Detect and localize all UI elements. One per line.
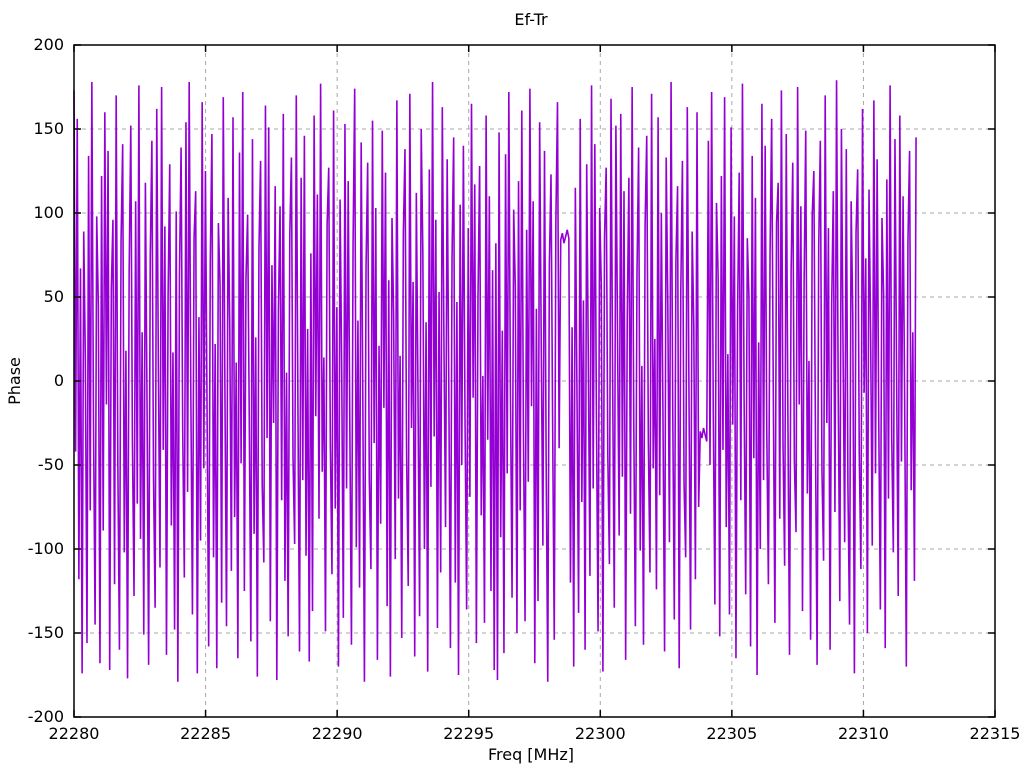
y-tick-label: 50 bbox=[44, 287, 64, 306]
tick-label-layer: 22280 22285 22290 22295 22300 22305 22310 22315… bbox=[28, 35, 1021, 743]
x-tick-label: 22290 bbox=[312, 724, 363, 743]
y-tick-label: 100 bbox=[33, 203, 64, 222]
x-tick-label: 22285 bbox=[180, 724, 231, 743]
phase-series bbox=[73, 80, 917, 682]
x-axis-title: Freq [MHz] bbox=[488, 745, 574, 764]
series-layer bbox=[73, 80, 917, 682]
x-tick-label: 22310 bbox=[838, 724, 889, 743]
y-axis-title: Phase bbox=[5, 357, 24, 405]
y-tick-label: -200 bbox=[28, 707, 64, 726]
y-tick-label: -150 bbox=[28, 623, 64, 642]
x-tick-label: 22300 bbox=[575, 724, 626, 743]
chart-title: Ef-Tr bbox=[514, 10, 548, 29]
axis-layer bbox=[73, 44, 996, 718]
y-tick-label: 0 bbox=[54, 371, 64, 390]
x-tick-label: 22315 bbox=[970, 724, 1021, 743]
x-tick-label: 22280 bbox=[49, 724, 100, 743]
y-tick-label: -100 bbox=[28, 539, 64, 558]
y-tick-label: 200 bbox=[33, 35, 64, 54]
y-tick-label: 150 bbox=[33, 119, 64, 138]
x-tick-label: 22305 bbox=[706, 724, 757, 743]
x-tick-label: 22295 bbox=[443, 724, 494, 743]
y-tick-label: -50 bbox=[38, 455, 64, 474]
